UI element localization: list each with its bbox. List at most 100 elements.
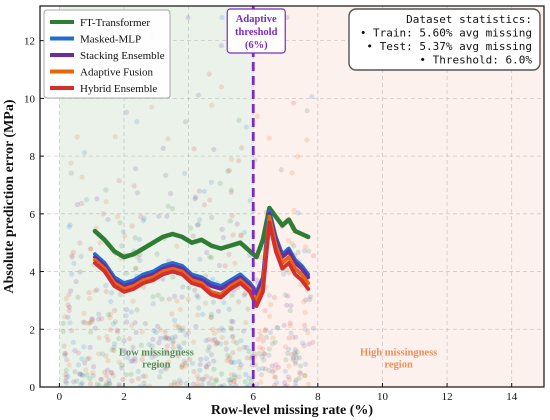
scatter-point [124, 319, 130, 325]
scatter-point [236, 299, 242, 305]
scatter-point [231, 377, 237, 383]
scatter-point [142, 384, 148, 387]
scatter-point [228, 325, 234, 331]
scatter-point [77, 371, 83, 377]
scatter-point [302, 372, 308, 379]
scatter-point [195, 222, 201, 228]
scatter-point [175, 324, 182, 330]
scatter-point [209, 214, 215, 220]
scatter-point [210, 299, 217, 305]
scatter-point [156, 340, 162, 346]
scatter-point [179, 365, 185, 371]
y-tick-label: 4 [30, 267, 36, 279]
scatter-point [88, 329, 94, 335]
scatter-point [243, 371, 249, 378]
scatter-point [195, 92, 202, 98]
scatter-point [183, 363, 189, 369]
scatter-point [185, 296, 191, 303]
scatter-point [217, 383, 223, 387]
scatter-point [107, 327, 114, 333]
scatter-point [217, 180, 223, 187]
scatter-point [133, 329, 139, 336]
scatter-point [255, 336, 261, 343]
scatter-point [176, 377, 183, 383]
scatter-point [174, 298, 180, 304]
scatter-point [166, 336, 172, 342]
scatter-point [291, 207, 297, 214]
scatter-point [129, 223, 135, 229]
scatter-point [88, 246, 94, 252]
scatter-point [105, 216, 111, 223]
scatter-point [128, 371, 134, 377]
scatter-point [74, 201, 80, 208]
scatter-point [234, 340, 240, 346]
stats-box: Dataset statistics:• Train: 5.60% avg mi… [348, 8, 541, 71]
scatter-point [134, 119, 140, 125]
threshold-label-box [226, 8, 286, 54]
scatter-point [146, 341, 152, 348]
scatter-point [227, 218, 233, 224]
scatter-point [66, 307, 72, 314]
scatter-point [241, 229, 247, 236]
scatter-point [106, 377, 112, 383]
scatter-point [223, 346, 229, 352]
scatter-point [132, 320, 138, 326]
scatter-point [139, 356, 145, 363]
scatter-point [183, 332, 189, 338]
x-tick-label: 2 [121, 391, 127, 403]
scatter-point [87, 295, 93, 302]
scatter-point [139, 329, 145, 335]
scatter-point [68, 328, 75, 334]
scatter-point [67, 222, 73, 228]
scatter-point [62, 352, 68, 358]
scatter-point [257, 329, 263, 336]
scatter-point [74, 134, 80, 140]
scatter-point [238, 362, 244, 368]
scatter-point [209, 102, 215, 108]
scatter-point [130, 298, 136, 304]
scatter-point [289, 351, 295, 358]
scatter-point [107, 380, 113, 386]
scatter-point [297, 363, 304, 369]
scatter-point [229, 333, 235, 339]
scatter-point [236, 359, 242, 365]
scatter-point [166, 296, 172, 302]
scatter-point [288, 330, 294, 336]
scatter-point [269, 341, 276, 347]
scatter-point [121, 347, 127, 354]
scatter-point [107, 315, 113, 321]
scatter-point [300, 340, 306, 346]
scatter-point [252, 351, 258, 357]
scatter-point [232, 382, 239, 387]
scatter-point [206, 361, 212, 367]
scatter-point [72, 369, 78, 375]
scatter-point [213, 377, 219, 383]
scatter-point [160, 145, 166, 151]
scatter-point [229, 292, 235, 298]
legend-label: FT-Transformer [80, 17, 150, 29]
scatter-point [96, 311, 102, 317]
scatter-point [141, 215, 147, 221]
scatter-point [65, 314, 71, 320]
scatter-point [62, 350, 68, 356]
scatter-point [248, 378, 254, 384]
stats-line: • Train: 5.60% avg missing [360, 27, 532, 40]
legend-box [43, 9, 171, 99]
scatter-point [135, 368, 141, 375]
scatter-point [253, 381, 260, 387]
scatter-point [211, 358, 217, 364]
scatter-point [177, 306, 183, 313]
scatter-point [151, 328, 157, 334]
scatter-point [103, 382, 109, 387]
scatter-point [213, 378, 219, 384]
scatter-point [219, 226, 225, 232]
scatter-point [207, 314, 214, 321]
scatter-point [274, 324, 280, 331]
scatter-point [258, 334, 264, 340]
scatter-point [116, 359, 122, 365]
scatter-point [260, 338, 266, 344]
scatter-point [229, 326, 235, 332]
scatter-point [129, 378, 135, 384]
scatter-point [79, 380, 85, 386]
